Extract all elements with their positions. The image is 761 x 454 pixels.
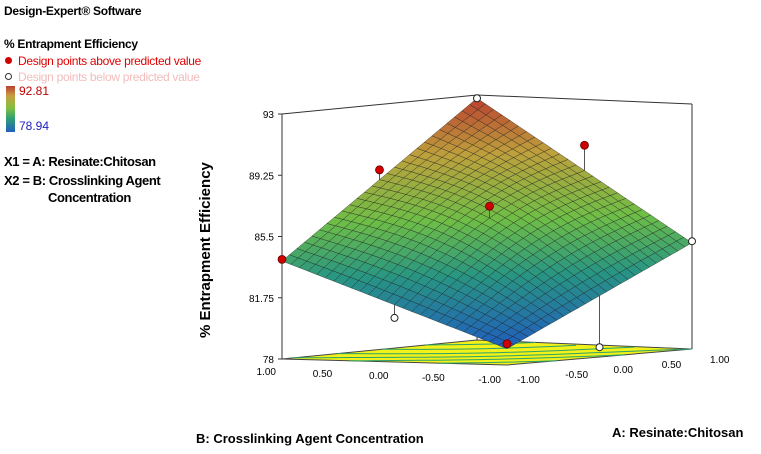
design-point-below — [688, 237, 696, 246]
x-tick-label: 0.50 — [662, 360, 682, 371]
design-point-above — [375, 165, 384, 175]
factor-x2-label-cont: Concentration — [48, 190, 131, 205]
x-tick-label: 0.00 — [614, 365, 634, 376]
y-tick-label: 1.00 — [257, 367, 277, 378]
colorbar-max-label: 92.81 — [19, 84, 50, 98]
design-point-above — [485, 201, 494, 211]
factor-x1-label: X1 = A: Resinate:Chitosan — [4, 154, 156, 169]
z-tick-label: 85.5 — [255, 233, 275, 244]
response-label: % Entrapment Efficiency — [4, 37, 138, 51]
y-axis-label: B: Crosslinking Agent Concentration — [196, 431, 424, 446]
design-point-below — [473, 94, 481, 103]
design-point-below — [595, 343, 604, 352]
design-point-above — [277, 254, 287, 264]
floor-contour — [439, 360, 558, 364]
y-tick-label: 0.50 — [313, 369, 333, 380]
design-point-below-icon — [5, 73, 12, 80]
floor-contour — [349, 354, 625, 362]
software-label: Design-Expert® Software — [4, 4, 142, 18]
y-tick-label: -0.50 — [422, 373, 445, 384]
y-tick-label: 0.00 — [369, 371, 389, 382]
x-tick-label: 1.00 — [710, 355, 730, 366]
box-edge-top-right — [476, 94, 693, 105]
z-tick-label: 93 — [263, 110, 275, 121]
x-axis-label: A: Resinate:Chitosan — [612, 425, 744, 440]
design-point-above — [580, 140, 589, 150]
floor-contour — [293, 348, 693, 359]
factor-x2-label: X2 = B: Crosslinking Agent — [4, 173, 161, 188]
colorbar — [6, 86, 15, 132]
legend-above-label: Design points above predicted value — [18, 54, 201, 68]
floor-contour — [381, 344, 577, 350]
z-tick-label: 81.75 — [249, 294, 274, 305]
colorbar-min-label: 78.94 — [19, 119, 50, 133]
box-edge-top-left — [281, 94, 478, 115]
response-surface — [281, 97, 693, 349]
y-tick-label: -1.00 — [478, 375, 501, 386]
design-point-above-icon — [5, 57, 12, 64]
floor-plane — [281, 339, 693, 366]
design-points — [277, 94, 696, 352]
z-tick-label: 78 — [263, 355, 275, 366]
floor-contour — [337, 346, 635, 355]
design-point-below — [390, 313, 399, 322]
x-tick-label: -1.00 — [517, 375, 540, 386]
x-tick-label: -0.50 — [565, 370, 588, 381]
design-point-above — [502, 339, 512, 349]
z-axis-label: % Entrapment Efficiency — [197, 161, 214, 338]
legend-below-label: Design points below predicted value — [18, 70, 200, 84]
z-tick-label: 89.25 — [249, 171, 274, 182]
axis-ticks: 78 81.75 85.5 89.25 93 -1.00 -0.50 0.00 0.50 1.00… — [249, 110, 730, 386]
